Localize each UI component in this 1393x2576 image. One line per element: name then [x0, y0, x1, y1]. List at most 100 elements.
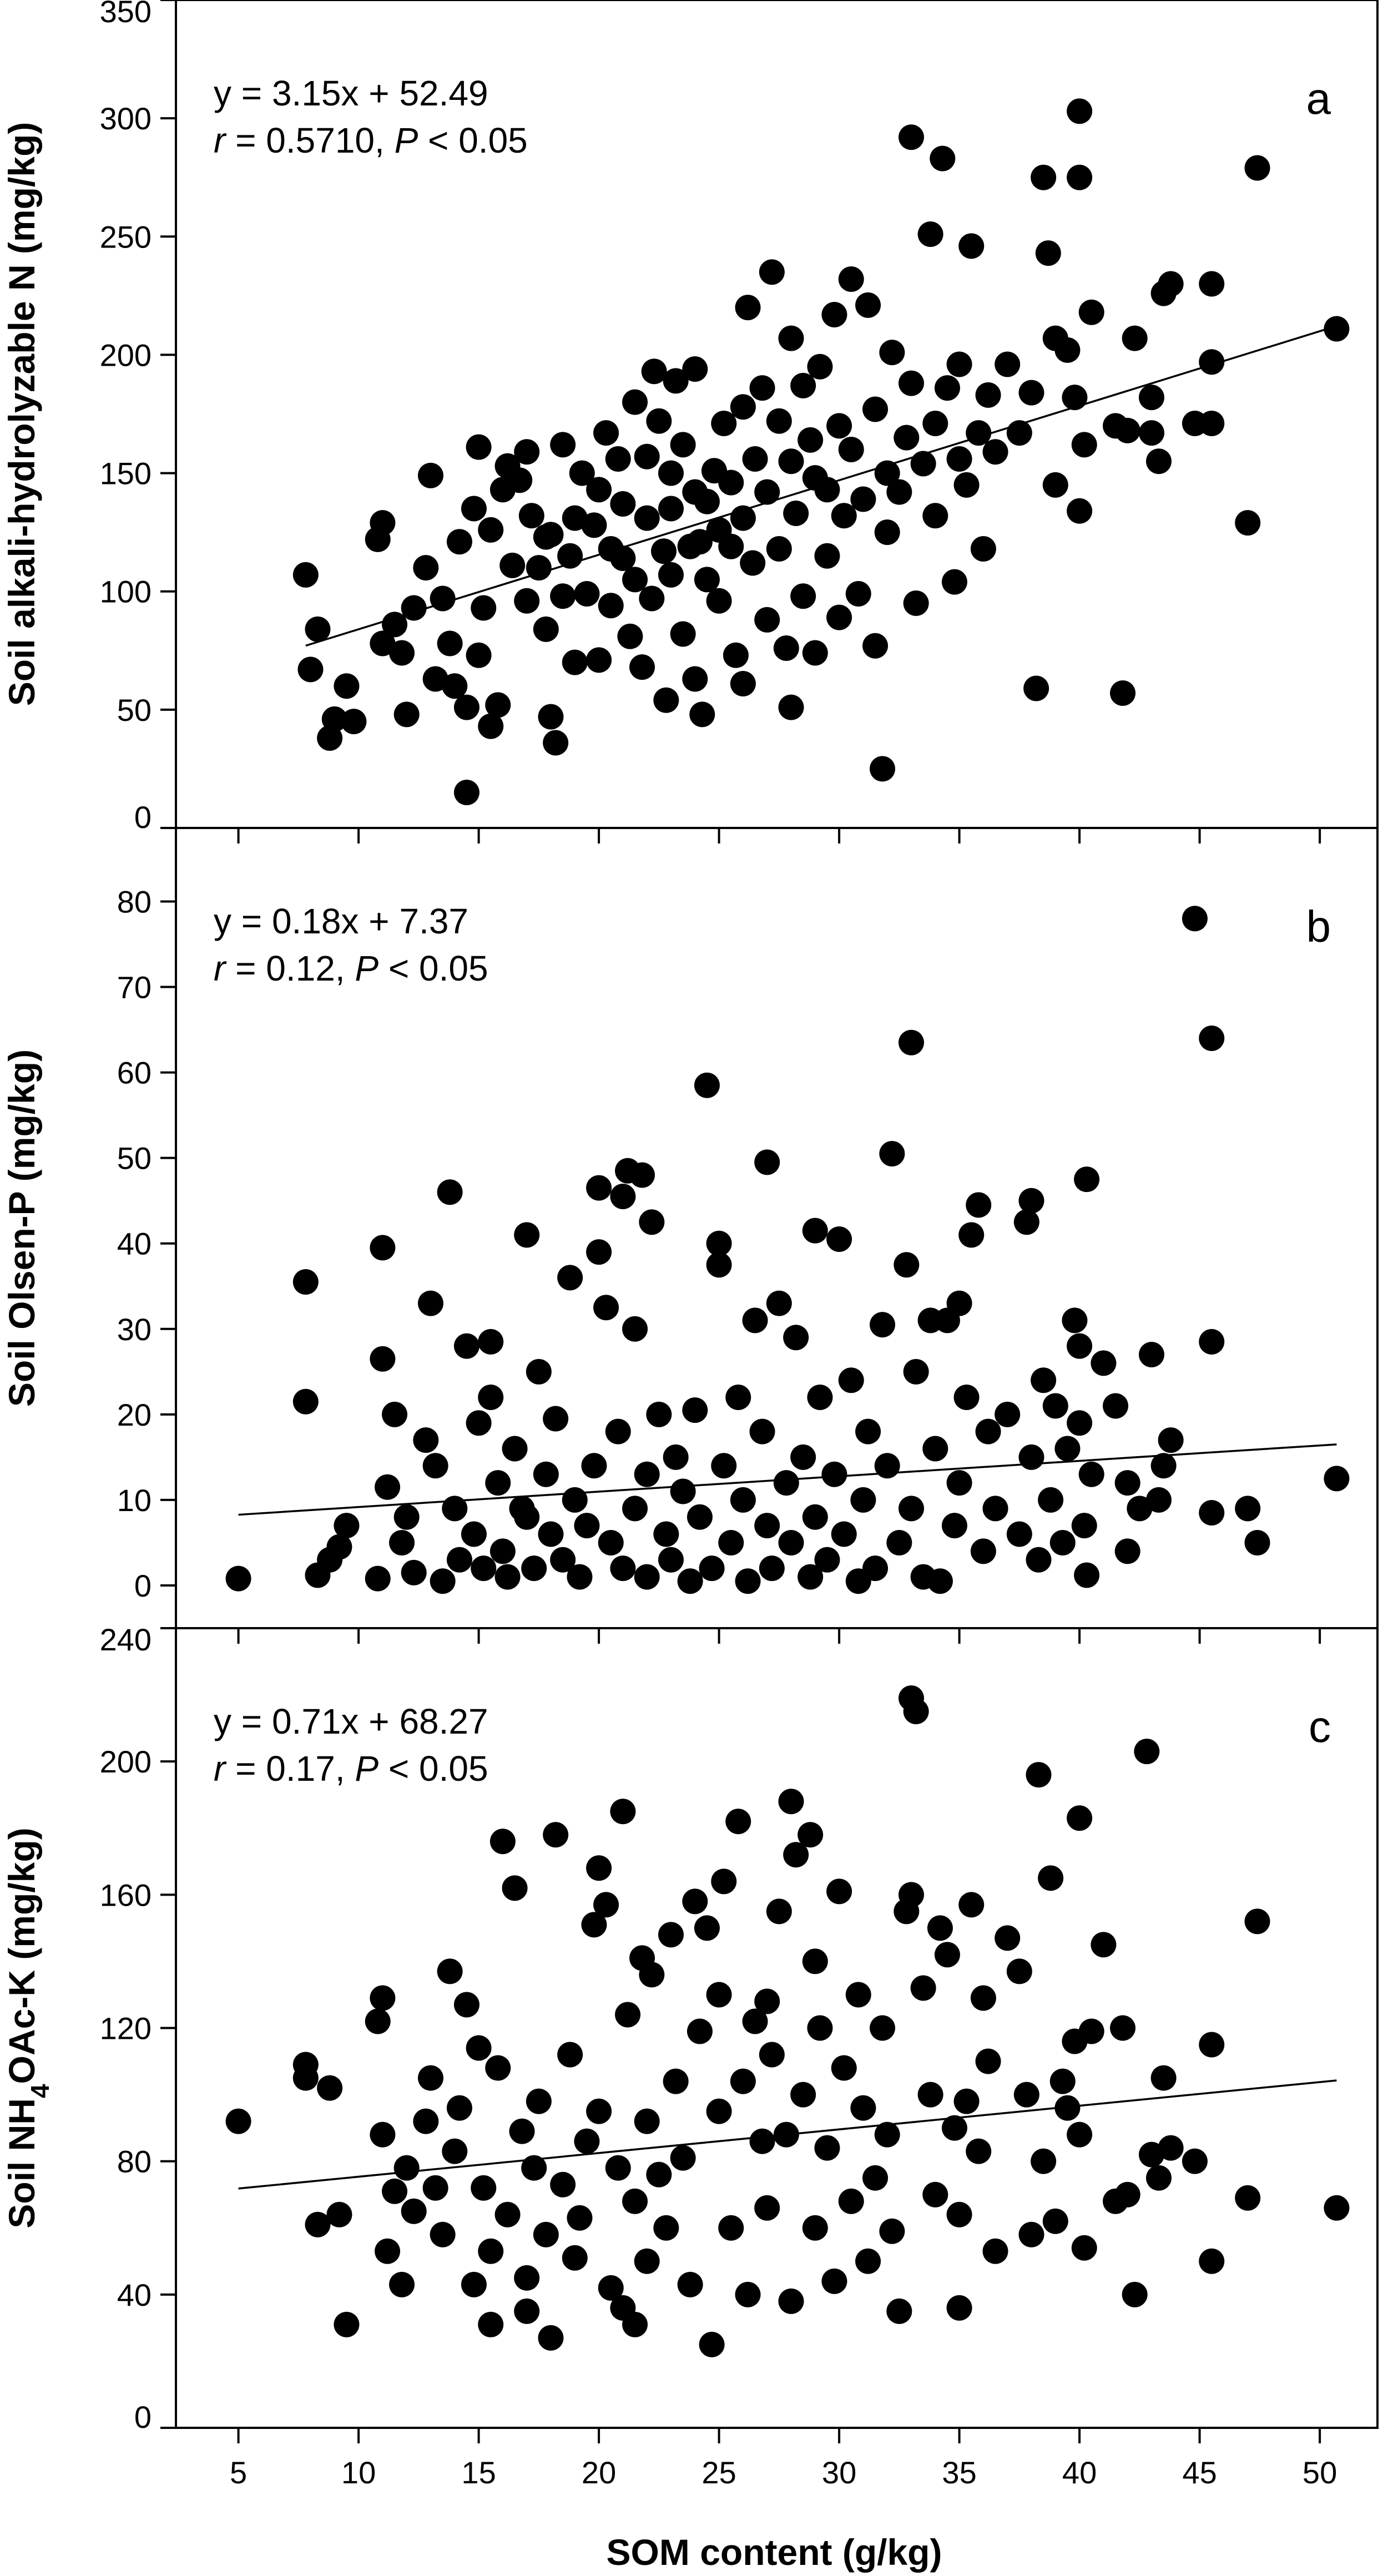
data-point-a: [922, 503, 948, 529]
data-point-c: [370, 2122, 396, 2148]
data-point-b: [543, 1406, 569, 1432]
data-point-a: [574, 580, 600, 607]
data-point-b: [1049, 1529, 1076, 1555]
data-point-c: [533, 2221, 559, 2247]
data-point-c: [514, 2265, 540, 2291]
data-point-a: [838, 436, 864, 462]
data-point-c: [1091, 1932, 1117, 1958]
data-point-a: [514, 588, 540, 614]
data-point-c: [317, 2075, 343, 2101]
y-tick-label-b: 60: [117, 1055, 152, 1090]
data-point-a: [941, 569, 967, 595]
x-axis-title: SOM content (g/kg): [607, 2532, 942, 2573]
data-point-a: [773, 635, 799, 661]
data-point-c: [874, 2122, 900, 2148]
data-point-a: [453, 780, 480, 806]
data-point-a: [975, 382, 1001, 408]
data-point-b: [622, 1316, 648, 1342]
stats-b: r = 0.12, P < 0.05: [214, 948, 488, 988]
data-point-a: [658, 460, 684, 486]
data-point-a: [910, 451, 936, 477]
data-point-b: [370, 1235, 396, 1261]
data-point-a: [446, 529, 472, 555]
data-point-b: [375, 1474, 401, 1500]
data-point-c: [670, 2145, 696, 2171]
data-point-b: [1199, 1500, 1225, 1526]
data-point-b: [453, 1333, 480, 1359]
data-point-a: [292, 562, 319, 588]
data-point-b: [1071, 1513, 1097, 1539]
y-tick-label-b: 10: [117, 1483, 152, 1518]
data-point-c: [730, 2068, 756, 2094]
data-point-b: [995, 1401, 1021, 1427]
data-point-b: [365, 1565, 391, 1592]
data-point-b: [975, 1418, 1001, 1444]
data-point-b: [1067, 1333, 1093, 1359]
data-point-a: [778, 448, 804, 474]
p-value: < 0.05: [378, 948, 488, 988]
data-point-a: [862, 396, 889, 422]
data-point-a: [790, 372, 816, 398]
data-point-b: [581, 1453, 607, 1479]
data-point-a: [413, 555, 439, 581]
data-point-c: [401, 2198, 427, 2224]
y-tick-label-c: 0: [134, 2400, 152, 2434]
data-point-c: [879, 2218, 905, 2244]
data-point-b: [1038, 1487, 1064, 1513]
data-point-c: [1235, 2185, 1261, 2211]
data-point-b: [593, 1295, 619, 1321]
data-point-c: [1122, 2281, 1148, 2307]
data-point-a: [1145, 448, 1172, 474]
data-point-b: [639, 1209, 665, 1235]
data-point-a: [689, 701, 715, 728]
data-point-c: [802, 2215, 828, 2241]
data-point-c: [489, 1829, 516, 1855]
data-point-a: [1035, 240, 1061, 266]
x-tick-label: 15: [461, 2455, 496, 2490]
data-point-a: [934, 375, 960, 401]
data-point-b: [778, 1529, 804, 1555]
data-point-b: [1031, 1367, 1057, 1393]
data-point-a: [466, 434, 492, 460]
data-point-c: [1138, 2141, 1164, 2168]
data-point-b: [417, 1290, 443, 1316]
data-point-b: [982, 1496, 1008, 1522]
data-point-b: [430, 1568, 456, 1594]
data-point-b: [370, 1346, 396, 1372]
data-point-b: [485, 1470, 511, 1496]
data-point-c: [917, 2082, 943, 2108]
x-tick-label: 5: [230, 2455, 247, 2490]
y-tick-label-b: 50: [117, 1141, 152, 1176]
data-point-c: [1324, 2195, 1350, 2221]
r-value: = 0.5710,: [225, 120, 394, 160]
x-tick-label: 50: [1303, 2455, 1337, 2490]
data-point-a: [754, 479, 780, 505]
panel-letter-a: a: [1306, 74, 1331, 123]
data-point-c: [1145, 2165, 1172, 2191]
data-point-c: [1038, 1865, 1064, 1891]
data-point-c: [778, 1789, 804, 1815]
data-point-c: [711, 1868, 737, 1895]
x-tick-label: 45: [1182, 2455, 1217, 2490]
data-point-b: [958, 1222, 985, 1248]
data-point-c: [417, 2065, 443, 2091]
data-point-b: [802, 1218, 828, 1244]
data-point-b: [514, 1222, 540, 1248]
data-point-c: [759, 2042, 785, 2068]
data-point-a: [821, 301, 847, 327]
data-point-b: [894, 1252, 920, 1278]
data-point-c: [478, 2238, 504, 2264]
data-point-a: [766, 536, 792, 562]
data-point-a: [422, 666, 448, 692]
y-tick-label-c: 160: [100, 1877, 152, 1912]
data-point-b: [886, 1529, 912, 1555]
regression-line-c: [238, 2079, 1337, 2190]
data-point-c: [521, 2155, 547, 2181]
data-point-b: [807, 1385, 833, 1411]
data-point-c: [593, 1892, 619, 1918]
equation-a: y = 3.15x + 52.49: [214, 73, 488, 113]
data-point-b: [471, 1555, 497, 1582]
data-point-b: [699, 1555, 725, 1582]
data-point-b: [922, 1436, 948, 1462]
